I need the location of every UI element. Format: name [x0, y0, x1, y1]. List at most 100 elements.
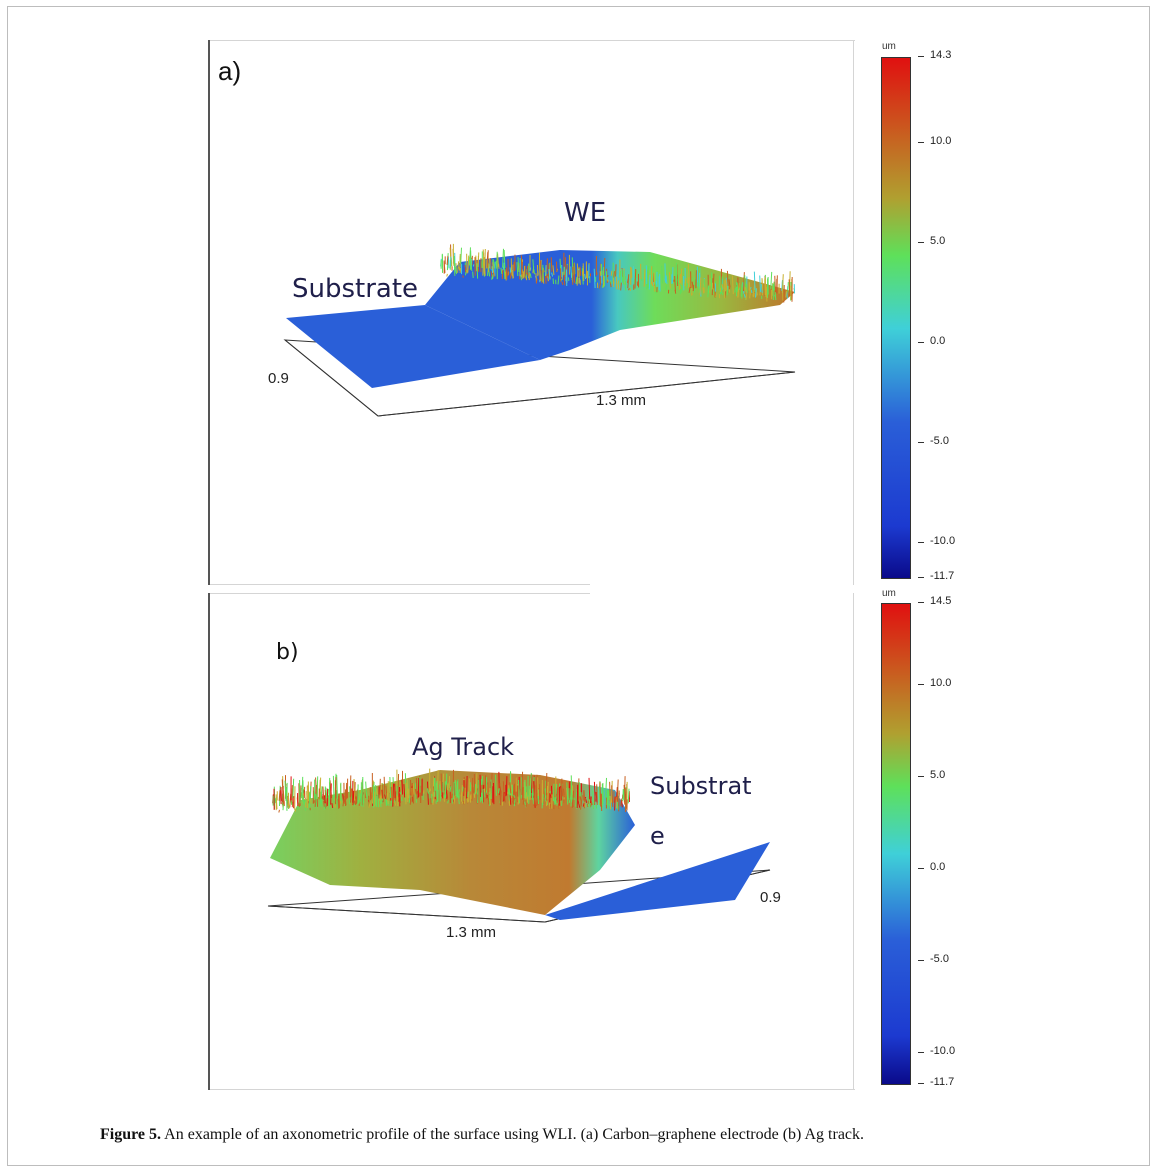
- roughness-spike: [562, 788, 565, 798]
- colorbar-tick: 0.0: [917, 861, 946, 874]
- roughness-spike: [552, 265, 555, 276]
- roughness-spike: [328, 788, 330, 799]
- roughness-spike: [593, 781, 596, 802]
- roughness-spike: [745, 293, 748, 300]
- roughness-spike: [772, 283, 775, 291]
- roughness-spike: [417, 778, 420, 798]
- roughness-spike: [520, 255, 523, 269]
- roughness-spike: [549, 794, 552, 799]
- roughness-spike: [392, 783, 395, 807]
- colorbar-tick: 10.0: [917, 135, 952, 148]
- roughness-spike: [349, 775, 352, 798]
- roughness-spike: [576, 784, 579, 808]
- roughness-spike: [372, 784, 375, 808]
- roughness-spike: [718, 275, 721, 291]
- roughness-spike: [408, 795, 411, 804]
- roughness-spike: [516, 262, 519, 276]
- panel-a-bottom-border: [210, 584, 590, 585]
- roughness-spike: [447, 256, 450, 269]
- roughness-spike: [620, 282, 622, 291]
- roughness-spike: [493, 272, 495, 277]
- roughness-spike: [576, 263, 579, 277]
- colorbar-tick: -5.0: [918, 434, 949, 447]
- roughness-spike: [774, 275, 776, 293]
- roughness-spike: [522, 798, 525, 805]
- roughness-spike: [583, 790, 586, 805]
- roughness-spike: [454, 780, 457, 797]
- panel-a-right-border: [853, 40, 854, 585]
- roughness-spike: [345, 782, 348, 800]
- roughness-spike: [539, 260, 541, 280]
- roughness-spike: [605, 777, 608, 799]
- roughness-spike: [484, 249, 486, 269]
- roughness-spike: [356, 789, 358, 804]
- roughness-spike: [582, 803, 585, 807]
- roughness-spike: [607, 791, 610, 801]
- roughness-spike: [737, 283, 740, 298]
- roughness-spike: [584, 273, 587, 280]
- roughness-spike: [344, 795, 347, 806]
- roughness-spike: [552, 783, 555, 802]
- roughness-spike: [581, 268, 584, 285]
- roughness-spike: [468, 778, 470, 802]
- colorbar-tick: -10.0: [917, 1044, 956, 1057]
- roughness-spike: [464, 265, 467, 273]
- roughness-spike: [455, 266, 458, 275]
- roughness-spike: [651, 277, 654, 281]
- roughness-spike: [766, 293, 769, 296]
- roughness-spike: [453, 795, 456, 805]
- roughness-spike: [466, 798, 469, 803]
- roughness-spike: [616, 779, 619, 802]
- roughness-spike: [477, 779, 479, 804]
- roughness-spike: [412, 783, 415, 795]
- roughness-spike: [679, 282, 681, 286]
- roughness-spike: [623, 784, 626, 805]
- roughness-spike: [415, 777, 418, 800]
- roughness-spike: [354, 796, 357, 806]
- figure-frame: [7, 6, 1150, 1166]
- we-surface-a: [425, 250, 795, 360]
- roughness-spike: [503, 250, 506, 268]
- roughness-spike: [457, 261, 460, 273]
- panel-b-label: b): [276, 640, 299, 665]
- roughness-spike: [525, 792, 528, 801]
- colorbar-tick: 0.0: [917, 335, 946, 348]
- roughness-spike: [443, 794, 446, 799]
- roughness-spike: [490, 258, 492, 270]
- roughness-spike: [452, 248, 455, 266]
- roughness-spike: [785, 290, 787, 298]
- roughness-spike: [764, 277, 767, 298]
- roughness-spike: [385, 785, 388, 798]
- roughness-spike: [741, 282, 743, 299]
- roughness-spike: [551, 272, 554, 277]
- roughness-spike: [482, 257, 485, 276]
- roughness-spike: [449, 785, 452, 793]
- roughness-spike: [332, 775, 335, 798]
- roughness-spike: [643, 269, 646, 287]
- roughness-spike: [600, 793, 603, 812]
- roughness-spike: [566, 784, 569, 800]
- roughness-spike: [331, 803, 334, 808]
- roughness-spike: [526, 272, 529, 276]
- roughness-spike: [687, 263, 689, 284]
- roughness-spike: [573, 263, 576, 283]
- roughness-spike: [440, 773, 443, 794]
- colorbar-b: [881, 603, 911, 1085]
- roughness-spike: [668, 272, 671, 289]
- roughness-spike: [297, 802, 299, 809]
- roughness-spike: [514, 777, 517, 798]
- roughness-spike: [759, 275, 761, 292]
- roughness-spike: [595, 791, 598, 803]
- roughness-spike: [274, 797, 277, 804]
- roughness-spike: [489, 788, 491, 806]
- roughness-spike: [511, 784, 514, 797]
- roughness-spike: [433, 786, 435, 793]
- roughness-spike: [291, 801, 294, 808]
- roughness-spike: [368, 802, 371, 808]
- roughness-spike: [366, 793, 368, 799]
- roughness-spike: [426, 788, 429, 794]
- roughness-spike: [305, 791, 307, 808]
- roughness-spike: [585, 799, 588, 803]
- roughness-spike: [628, 287, 630, 291]
- roughness-spike: [582, 263, 585, 282]
